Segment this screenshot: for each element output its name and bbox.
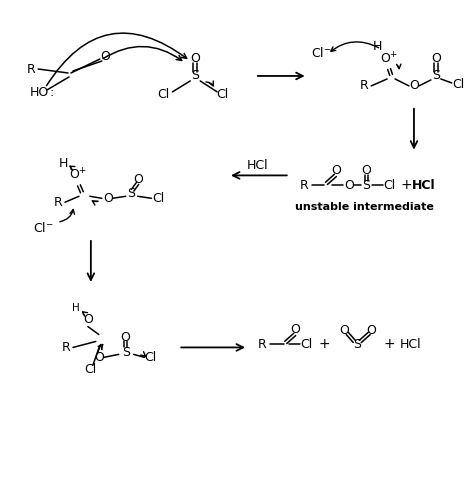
Text: Cl: Cl: [383, 179, 395, 192]
Text: HCl: HCl: [412, 179, 436, 192]
Text: Cl: Cl: [301, 338, 313, 351]
Text: S: S: [432, 69, 440, 83]
Text: Cl: Cl: [157, 89, 170, 101]
Text: O: O: [134, 173, 144, 186]
Text: O: O: [291, 323, 301, 336]
Text: O: O: [361, 164, 371, 177]
Text: Cl$^{-}$: Cl$^{-}$: [311, 46, 332, 60]
Text: Cl: Cl: [85, 363, 97, 376]
Text: H: H: [58, 157, 68, 170]
Text: O: O: [121, 331, 131, 344]
Text: R: R: [257, 338, 266, 351]
Text: unstable intermediate: unstable intermediate: [295, 202, 434, 212]
Text: +: +: [383, 338, 395, 351]
Text: +: +: [319, 338, 330, 351]
Text: S: S: [191, 69, 199, 83]
Text: O: O: [409, 79, 419, 92]
Text: Cl: Cl: [216, 89, 228, 101]
Text: O$^{+}$: O$^{+}$: [380, 51, 398, 67]
Text: Cl$^{-}$: Cl$^{-}$: [33, 221, 54, 235]
Text: O: O: [366, 324, 376, 337]
Text: H: H: [373, 40, 382, 53]
Text: O: O: [100, 50, 109, 62]
Text: HCl: HCl: [400, 338, 422, 351]
Text: O$^{+}$: O$^{+}$: [69, 168, 87, 183]
Text: HCl: HCl: [247, 159, 269, 172]
Text: Cl: Cl: [152, 192, 164, 205]
Text: Cl: Cl: [145, 351, 156, 364]
Text: S: S: [362, 179, 370, 192]
Text: S: S: [127, 187, 135, 200]
Text: O: O: [83, 313, 93, 326]
Text: :: :: [50, 87, 54, 99]
Text: O: O: [103, 192, 113, 205]
Text: S: S: [122, 346, 130, 359]
Text: O: O: [431, 52, 441, 64]
Text: R: R: [300, 179, 309, 192]
Text: O: O: [190, 52, 200, 64]
Text: R: R: [27, 62, 36, 75]
Text: H: H: [72, 303, 80, 312]
Text: Cl: Cl: [453, 78, 465, 92]
Text: R: R: [54, 196, 63, 209]
Text: R: R: [360, 79, 369, 92]
Text: HO: HO: [29, 87, 49, 99]
Text: O: O: [331, 164, 341, 177]
Text: O: O: [339, 324, 349, 337]
Text: S: S: [353, 338, 361, 351]
Text: O: O: [94, 351, 104, 364]
Text: O: O: [345, 179, 354, 192]
Text: +: +: [400, 178, 412, 192]
Text: R: R: [62, 341, 70, 354]
